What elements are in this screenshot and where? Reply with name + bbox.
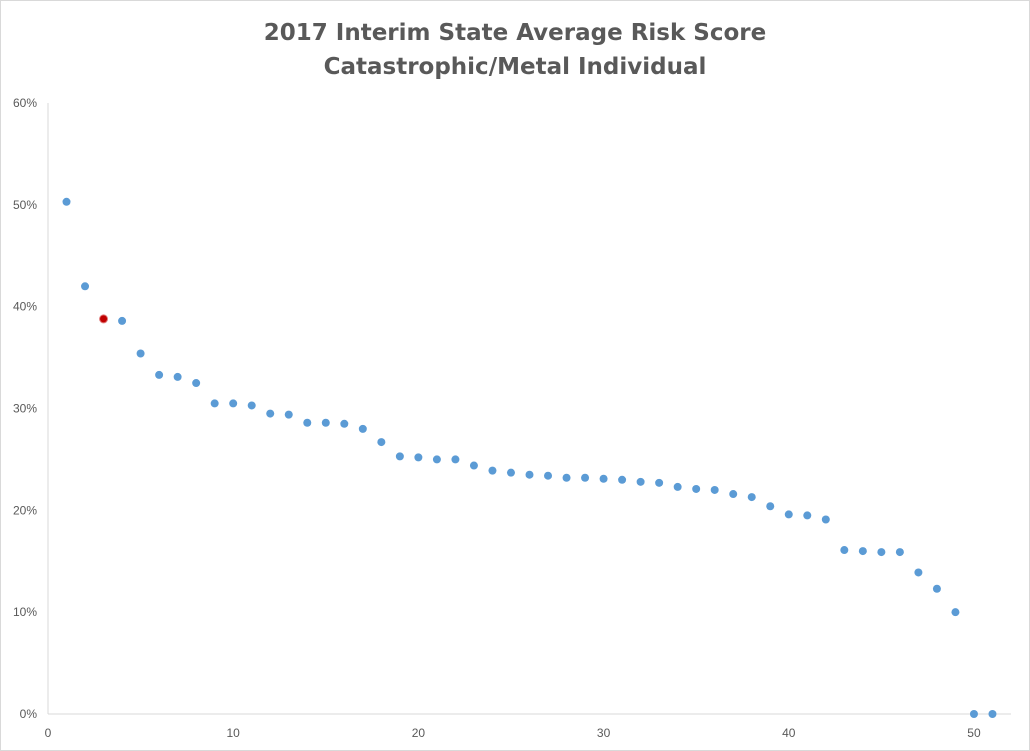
y-tick-label: 0% (20, 707, 38, 721)
data-point (488, 466, 497, 475)
data-point (747, 493, 756, 502)
data-point (210, 399, 219, 408)
data-point (321, 418, 330, 427)
x-tick-label: 10 (227, 726, 241, 740)
data-point (655, 478, 664, 487)
data-point (710, 485, 719, 494)
data-point (988, 710, 997, 718)
data-point (136, 349, 145, 358)
data-point (877, 548, 886, 557)
data-point (562, 473, 571, 482)
data-point (729, 490, 738, 499)
data-point (969, 710, 978, 718)
data-point (284, 410, 293, 419)
chart-subtitle: Catastrophic/Metal Individual (323, 54, 707, 80)
data-point (673, 482, 682, 491)
y-tick-label: 60% (13, 96, 37, 110)
x-tick-label: 0 (45, 726, 52, 740)
data-point (469, 461, 478, 470)
data-point (229, 399, 238, 408)
y-tick-label: 50% (13, 198, 37, 212)
chart-title: 2017 Interim State Average Risk Score (263, 20, 767, 46)
data-point (395, 452, 404, 461)
data-point (840, 546, 849, 555)
data-point (451, 455, 460, 464)
data-point (636, 477, 645, 486)
data-point (266, 409, 275, 418)
y-tick-label: 10% (13, 605, 37, 619)
x-tick-label: 20 (412, 726, 426, 740)
data-point (81, 282, 90, 291)
data-point (803, 511, 812, 520)
data-point (414, 453, 423, 462)
data-point (766, 502, 775, 511)
x-tick-label: 30 (597, 726, 611, 740)
data-point (599, 474, 608, 483)
data-point (544, 471, 553, 480)
data-point (62, 197, 71, 206)
data-point (951, 608, 960, 617)
data-point (914, 568, 923, 577)
data-point (932, 584, 941, 593)
highlighted-data-point (99, 314, 109, 324)
data-point (377, 438, 386, 447)
data-point (303, 418, 312, 427)
data-point (525, 470, 534, 479)
data-point (506, 468, 515, 477)
data-point (821, 515, 830, 524)
data-point (247, 401, 256, 410)
data-point (895, 548, 904, 557)
x-tick-label: 50 (967, 726, 981, 740)
y-tick-label: 20% (13, 503, 37, 517)
x-tick-label: 40 (782, 726, 796, 740)
y-tick-label: 30% (13, 402, 37, 416)
data-point (173, 372, 182, 381)
data-point (784, 510, 793, 519)
data-point (192, 379, 201, 388)
data-point (118, 316, 127, 325)
data-point (692, 484, 701, 493)
data-point (358, 424, 367, 433)
data-point (858, 547, 867, 556)
data-point (155, 370, 164, 379)
data-point (618, 475, 627, 484)
data-point (340, 419, 349, 428)
y-tick-label: 40% (13, 300, 37, 314)
data-point (581, 473, 590, 482)
data-point (432, 455, 441, 464)
